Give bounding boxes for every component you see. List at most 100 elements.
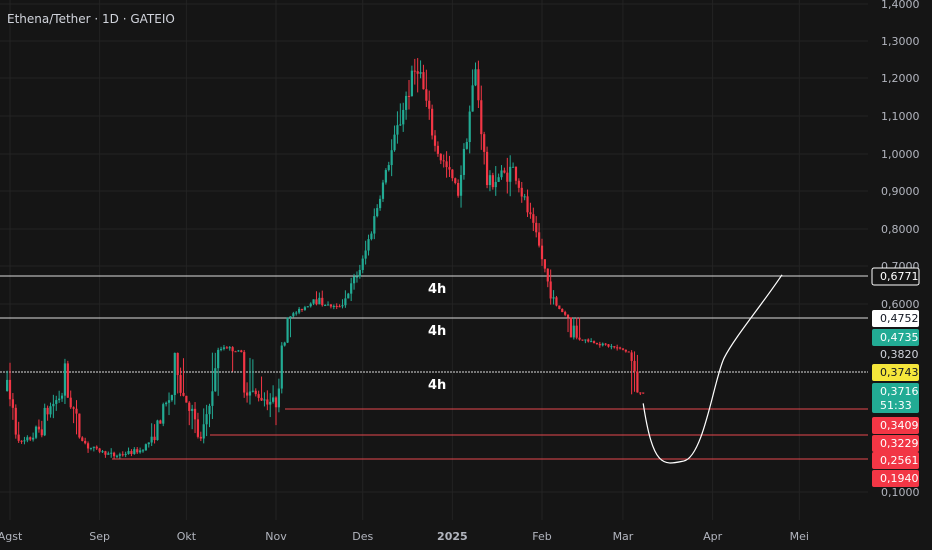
candle-body <box>245 392 249 396</box>
candle-body <box>208 405 211 415</box>
candle-body <box>575 325 578 338</box>
candle-body <box>630 352 633 361</box>
price-tag-bg <box>872 310 919 327</box>
candle-body <box>185 395 188 403</box>
candle-body <box>393 134 396 151</box>
horizontal-levels[interactable] <box>0 275 868 460</box>
candle-body <box>405 95 408 110</box>
candle-body <box>361 258 364 270</box>
candle-body <box>381 182 385 199</box>
candle-body <box>610 346 613 348</box>
y-tick-label: 1,0000 <box>881 148 920 161</box>
candle-body <box>188 402 191 411</box>
x-tick-label: Mar <box>613 530 634 543</box>
x-tick-label: Apr <box>703 530 723 543</box>
candle-body <box>127 451 130 454</box>
candle-body <box>292 313 295 317</box>
candle-body <box>98 448 101 452</box>
candle-body <box>480 100 483 135</box>
candle-body <box>40 429 43 436</box>
candle-body <box>526 196 529 213</box>
candle-body <box>555 297 558 306</box>
price-tag-bg <box>872 470 919 487</box>
candle-body <box>431 108 434 136</box>
candle-body <box>378 198 382 209</box>
candle-body <box>491 175 494 188</box>
candle-body <box>549 281 552 299</box>
candle-body <box>457 182 460 196</box>
candle-body <box>228 347 231 349</box>
candle-body <box>260 397 263 401</box>
candle-body <box>34 426 38 438</box>
price-tag-label: 0,6771 <box>880 270 919 283</box>
candle-body <box>69 397 72 408</box>
candle-body <box>214 368 217 392</box>
candle-body <box>454 178 457 183</box>
candle-body <box>558 305 561 309</box>
price-tag-bg <box>872 435 919 452</box>
x-tick-label: Nov <box>265 530 287 543</box>
candle-body <box>217 349 220 369</box>
candle-body <box>428 100 431 109</box>
candle-body <box>364 250 367 259</box>
candle-body <box>6 379 9 391</box>
candle-body <box>532 214 535 223</box>
candle-body <box>101 451 104 453</box>
candle-body <box>335 305 338 307</box>
candle-body <box>601 343 604 346</box>
candle-body <box>150 436 153 443</box>
candle-body <box>29 437 32 440</box>
candle-body <box>243 352 246 393</box>
candle-body <box>110 452 113 454</box>
candle-body <box>321 297 324 306</box>
candle-body <box>621 348 625 350</box>
candle-body <box>193 408 197 420</box>
candle-body <box>324 305 327 307</box>
candle-body <box>130 451 133 454</box>
candle-body <box>211 391 214 406</box>
candle-body <box>439 153 442 161</box>
candle-body <box>572 325 575 338</box>
candle-body <box>257 394 260 398</box>
candle-body <box>20 440 23 442</box>
candle-body <box>468 111 471 143</box>
candle-body <box>75 408 78 414</box>
price-tag-label: 0,3820 <box>880 348 919 361</box>
candle-body <box>283 342 286 346</box>
candle-body <box>566 314 570 318</box>
candle-body <box>326 304 330 306</box>
candle-body <box>303 307 307 310</box>
candle-body <box>46 407 49 415</box>
candle-body <box>636 371 639 393</box>
candle-body <box>413 70 416 72</box>
candle-body <box>26 437 29 441</box>
price-tag-label: 0,4752 <box>880 312 919 325</box>
candle-body <box>277 388 280 408</box>
candle-body <box>86 443 90 449</box>
x-tick-label: Feb <box>532 530 551 543</box>
price-tag-bg <box>871 267 920 286</box>
candle-body <box>448 167 451 170</box>
candle-body <box>523 196 526 198</box>
candle-body <box>225 347 228 349</box>
candle-body <box>306 306 309 308</box>
candle-body <box>141 450 145 452</box>
candle-body <box>387 165 390 171</box>
candle-body <box>367 239 370 251</box>
candle-body <box>240 350 243 353</box>
candle-body <box>286 317 289 343</box>
candle-body <box>462 148 466 175</box>
candle-body <box>517 180 520 188</box>
candle-body <box>399 124 402 126</box>
candle-body <box>584 339 587 341</box>
candle-body <box>497 177 500 182</box>
y-tick-label: 1,3000 <box>881 35 920 48</box>
projection-curve[interactable] <box>642 274 783 464</box>
candle-body <box>248 391 252 396</box>
candle-body <box>416 71 419 74</box>
candle-body <box>118 454 121 456</box>
x-tick-label: Des <box>352 530 373 543</box>
candle-body <box>390 150 393 166</box>
candle-body <box>329 304 333 307</box>
